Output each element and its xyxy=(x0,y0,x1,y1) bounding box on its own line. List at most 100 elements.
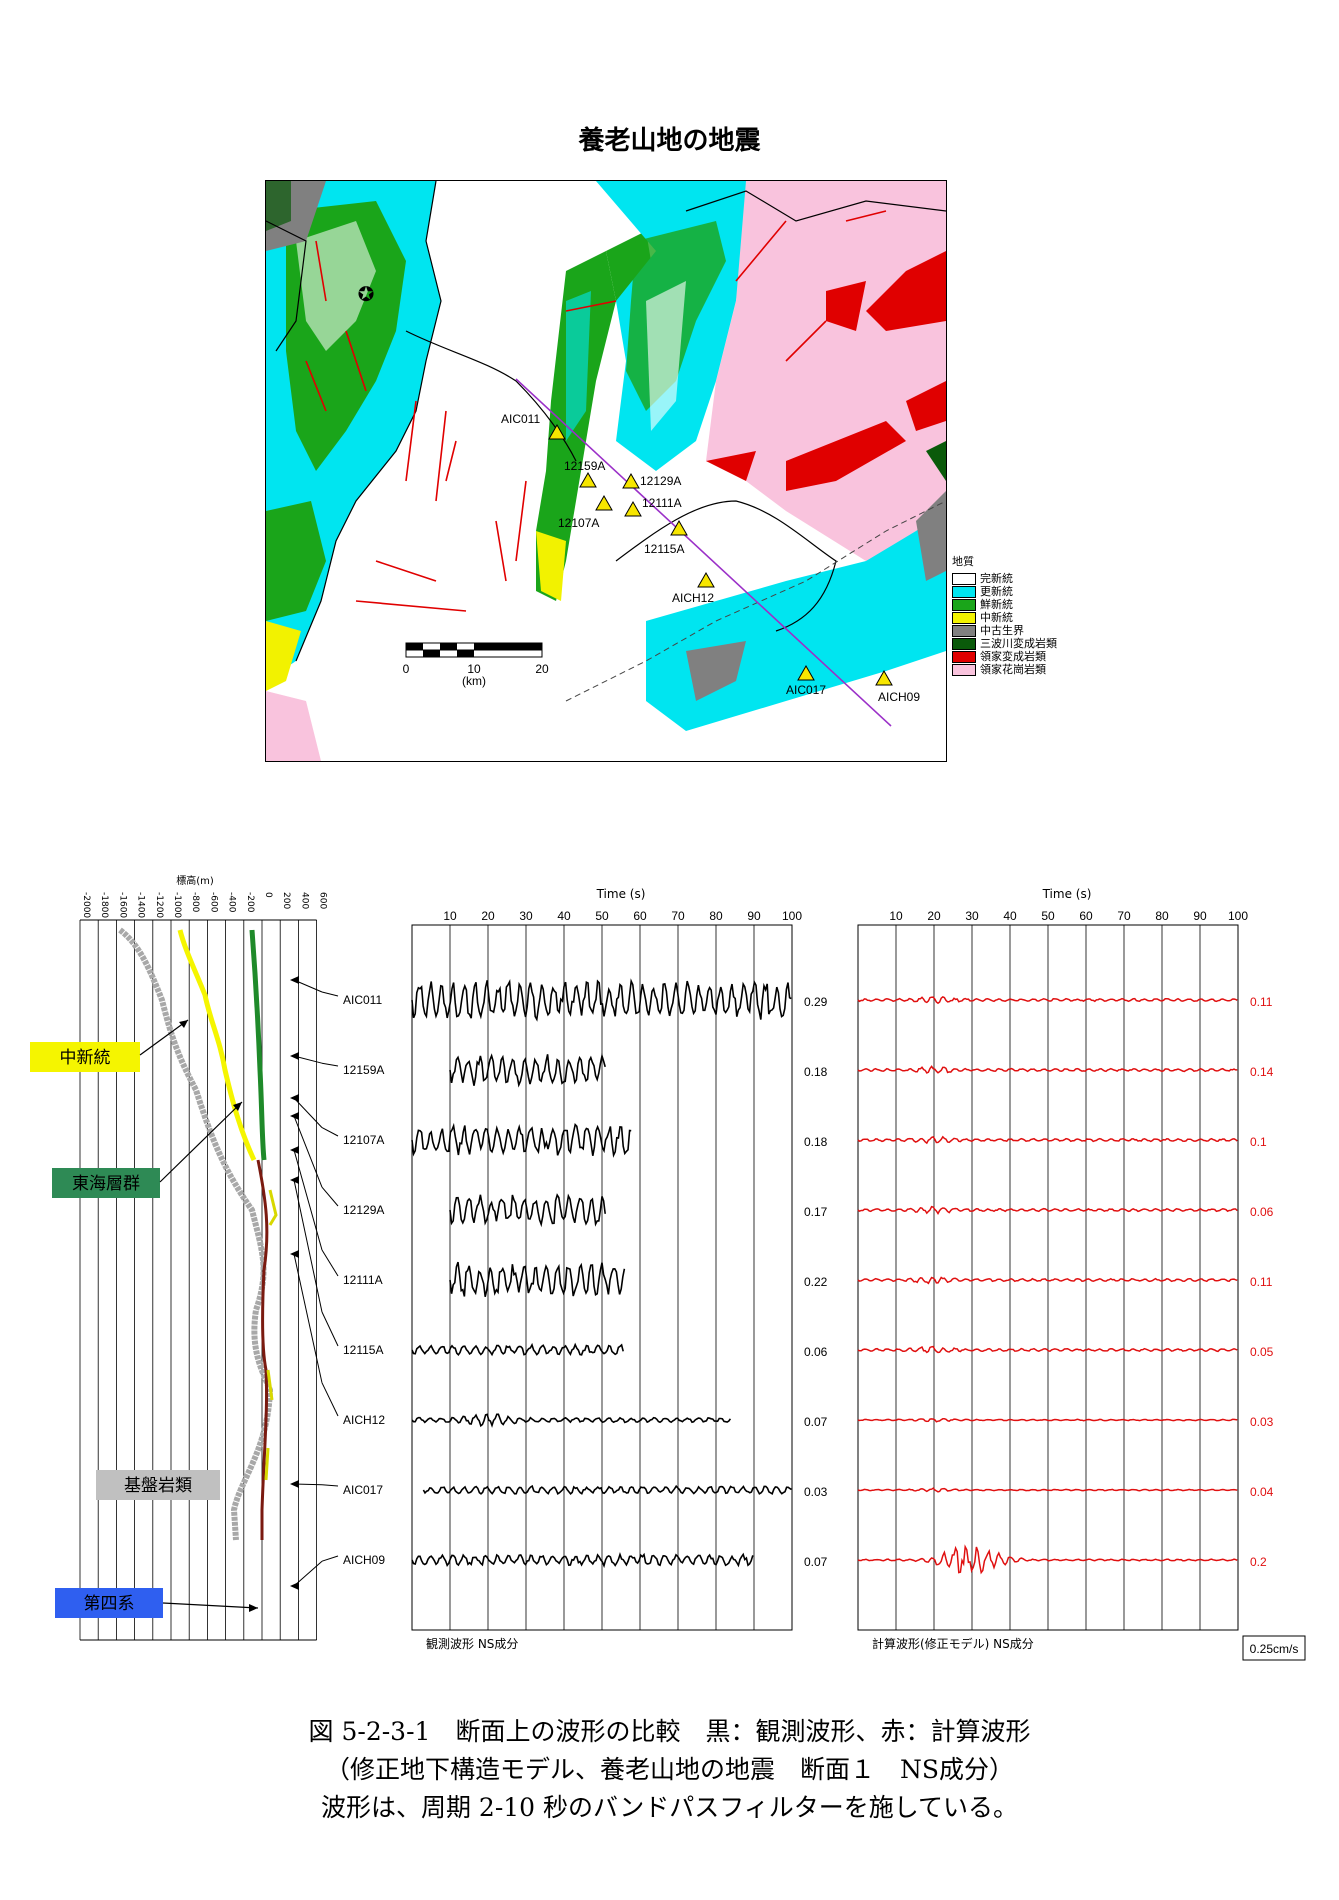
legend-swatch xyxy=(952,624,976,637)
amplitude-label: 0.18 xyxy=(804,1135,828,1149)
map-canvas: ✪ AIC011 12159A 12129A 12111A 12107A 121… xyxy=(266,181,946,761)
station-arrow-icon xyxy=(290,1112,299,1120)
legend-item: 中新統 xyxy=(952,611,1057,624)
legend-swatch xyxy=(952,598,976,611)
amplitude-label: 0.03 xyxy=(1250,1415,1274,1429)
profile-axis-title: 標高(m) xyxy=(176,874,214,887)
quaternary-curve xyxy=(256,1159,269,1540)
x-tick-label: 100 xyxy=(782,909,802,923)
x-tick-label: 40 xyxy=(557,909,571,923)
amplitude-label: 0.04 xyxy=(1250,1485,1274,1499)
amplitude-label: 0.2 xyxy=(1250,1555,1267,1569)
amplitude-label: 0.11 xyxy=(1250,1275,1273,1289)
panel-caption: 計算波形(修正モデル) NS成分 xyxy=(872,1636,1034,1651)
x-tick-label: 90 xyxy=(1193,909,1207,923)
map-legend-box: 地質 完新統 更新統 鮮新統 中新統 中古生界 三波川変成岩類 領家変成岩類 領家花崗岩類 xyxy=(952,555,1057,676)
x-tick-label: 80 xyxy=(1155,909,1169,923)
x-tick-label: 50 xyxy=(595,909,609,923)
legend-swatch xyxy=(952,585,976,598)
layer-label-quaternary: 第四系 xyxy=(55,1588,259,1618)
svg-text:東海層群: 東海層群 xyxy=(72,1174,140,1194)
legend-swatch xyxy=(952,637,976,650)
x-axis-label: Time (s) xyxy=(1042,887,1092,901)
map-title: 養老山地の地震 xyxy=(578,126,761,156)
legend-label: 更新統 xyxy=(980,585,1013,598)
waveform-trace xyxy=(857,1065,1238,1074)
legend-swatch xyxy=(952,611,976,624)
profile-tick-label: -1800 xyxy=(99,892,109,918)
amplitude-label: 0.22 xyxy=(804,1275,828,1289)
svg-text:中新統: 中新統 xyxy=(60,1048,111,1068)
legend-item: 鮮新統 xyxy=(952,598,1057,611)
profile-tick-label: 600 xyxy=(318,892,328,909)
station-row-label: 12159A xyxy=(343,1063,384,1077)
svg-text:基盤岩類: 基盤岩類 xyxy=(124,1476,192,1496)
observed-panel: Time (s) 10 20 30 40 50 60 70 80 90 100 0.29 0.18 0.1… xyxy=(411,887,828,1651)
amplitude-label: 0.11 xyxy=(1250,995,1273,1009)
waveform-trace xyxy=(857,1276,1238,1285)
x-tick-label: 10 xyxy=(443,909,457,923)
station-row-label: 12111A xyxy=(343,1273,383,1287)
waveform-trace xyxy=(449,1052,606,1088)
x-tick-label: 100 xyxy=(1228,909,1248,923)
legend-label: 領家花崗岩類 xyxy=(980,663,1046,676)
legend-item: 完新統 xyxy=(952,572,1057,585)
station-label: AIC017 xyxy=(786,683,826,697)
waveform-trace xyxy=(857,1418,1238,1423)
station-arrow-icon xyxy=(290,1480,299,1488)
legend-swatch xyxy=(952,572,976,585)
layer-label-tokai: 東海層群 xyxy=(52,1101,243,1198)
epicenter-star-icon: ✪ xyxy=(358,282,375,306)
profile-tick-label: -1200 xyxy=(154,892,164,918)
waveform-trace xyxy=(449,1193,606,1228)
legend-item: 領家変成岩類 xyxy=(952,650,1057,663)
waveform-trace xyxy=(411,1551,754,1569)
computed-panel: Time (s) 10 20 30 40 50 60 70 80 90 100 0.11 0.14 0.1… xyxy=(857,887,1306,1661)
figure-caption-line2: （修正地下構造モデル、養老山地の地震 断面１ NS成分） xyxy=(324,1755,1014,1784)
station-marker xyxy=(579,471,597,488)
profile-tick-label: 0 xyxy=(263,892,273,898)
station-row-label: AICH09 xyxy=(343,1553,385,1567)
station-row-label: 12107A xyxy=(343,1133,384,1147)
station-marker xyxy=(670,519,688,536)
basement-curve xyxy=(118,927,274,1541)
layer-label-basement: 基盤岩類 xyxy=(96,1470,220,1500)
legend-label: 中古生界 xyxy=(980,624,1024,637)
x-axis-label: Time (s) xyxy=(596,887,646,901)
station-label: 12115A xyxy=(644,542,684,556)
amplitude-label: 0.05 xyxy=(1250,1345,1274,1359)
svg-text:(km): (km) xyxy=(462,674,486,688)
profile-tick-label: -800 xyxy=(190,892,200,913)
legend-swatch xyxy=(952,663,976,676)
profile-tick-label: -1000 xyxy=(172,892,182,918)
x-tick-label: 10 xyxy=(889,909,903,923)
scale-bar: 0 10 20 (km) xyxy=(403,642,549,688)
amplitude-label: 0.17 xyxy=(804,1205,828,1219)
waveform-trace xyxy=(449,1261,626,1297)
station-marker xyxy=(797,664,815,681)
waveform-trace xyxy=(857,1487,1238,1493)
legend-item: 領家花崗岩類 xyxy=(952,663,1057,676)
legend-label: 領家変成岩類 xyxy=(980,650,1046,663)
x-tick-label: 30 xyxy=(519,909,533,923)
svg-text:第四系: 第四系 xyxy=(84,1594,135,1614)
x-tick-label: 60 xyxy=(1079,909,1093,923)
profile-tick-label: -200 xyxy=(245,892,255,913)
amplitude-label: 0.1 xyxy=(1250,1135,1267,1149)
station-marker xyxy=(875,669,893,686)
waveform-trace xyxy=(411,1122,632,1158)
amplitude-label: 0.07 xyxy=(804,1415,828,1429)
station-arrow-icon xyxy=(290,1146,299,1154)
x-tick-label: 90 xyxy=(747,909,761,923)
profile-tick-label: -2000 xyxy=(81,892,91,918)
station-row-label: AICH12 xyxy=(343,1413,385,1427)
waveform-trace xyxy=(411,1413,732,1428)
geologic-map: ✪ AIC011 12159A 12129A 12111A 12107A 121… xyxy=(265,180,947,762)
waveform-trace xyxy=(857,1205,1238,1215)
x-tick-label: 70 xyxy=(671,909,685,923)
amplitude-label: 0.06 xyxy=(804,1345,828,1359)
station-arrow-icon xyxy=(290,1582,299,1590)
station-marker xyxy=(697,571,715,588)
station-label: 12129A xyxy=(640,474,681,488)
station-row-label: 12129A xyxy=(343,1203,384,1217)
